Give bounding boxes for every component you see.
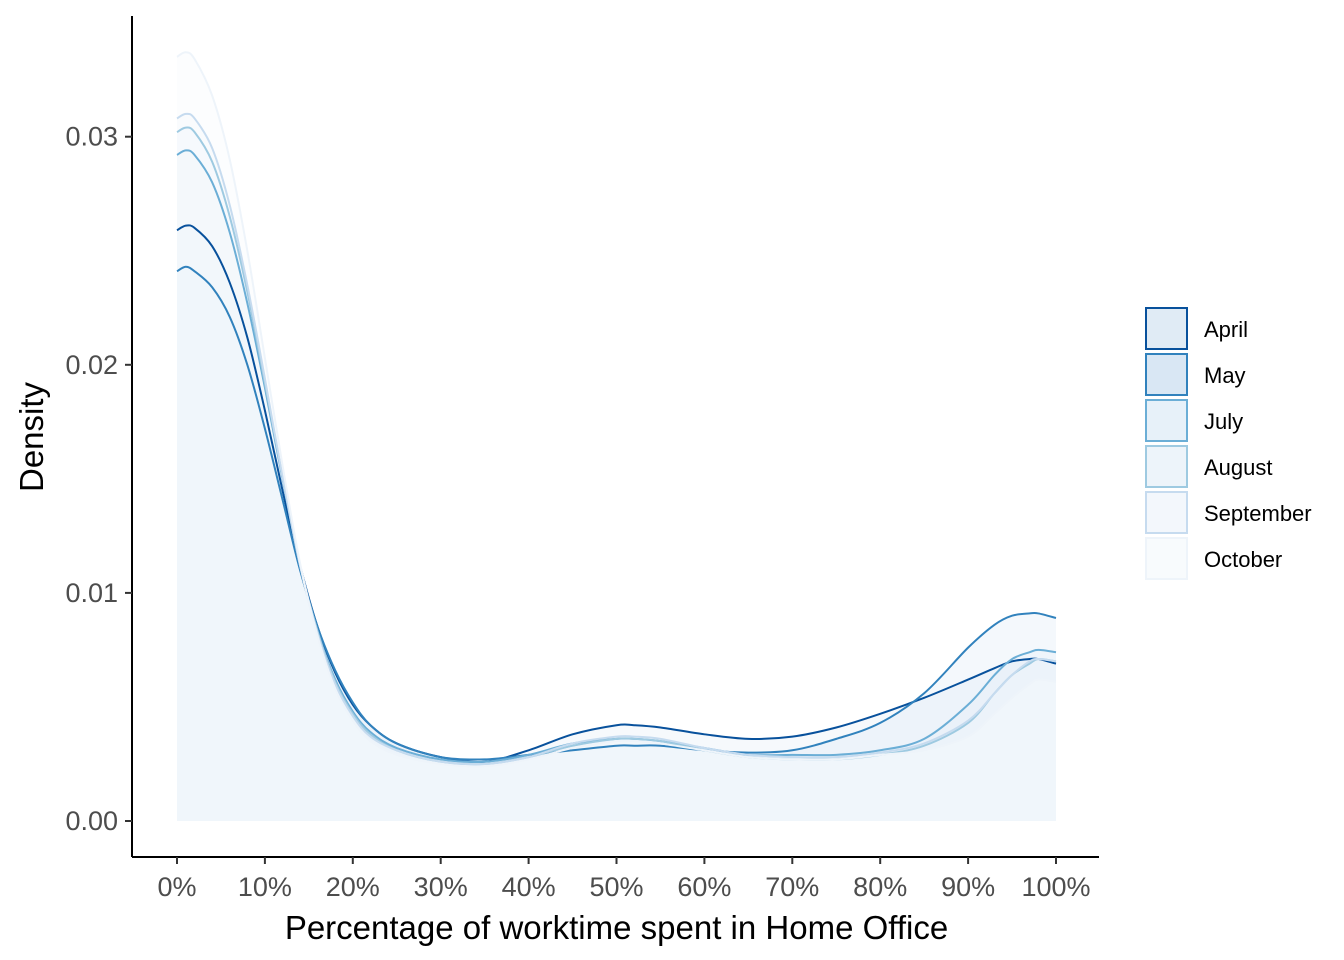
legend-label-april: April [1204,317,1248,342]
legend-label-july: July [1204,409,1243,434]
x-tick-label: 10% [238,872,292,902]
y-tick-label: 0.03 [65,122,118,152]
x-axis-title: Percentage of worktime spent in Home Off… [285,909,948,946]
density-area-may [177,266,1056,822]
x-tick-label: 100% [1021,872,1090,902]
x-tick-label: 0% [157,872,196,902]
density-area-july [177,150,1056,821]
legend-key-august [1145,445,1188,488]
x-tick-label: 40% [502,872,556,902]
y-axis-title: Density [13,381,50,492]
legend-label-may: May [1204,363,1246,388]
legend-key-may [1145,353,1188,396]
density-area-april [177,225,1056,821]
density-area-august [177,127,1056,821]
density-line-october [176,51,1057,768]
density-area-october [177,52,1056,821]
x-axis-ticks: 0% 10% 20% 30% 40% 50% 60% 70% 80% 90% 100% [157,857,1091,902]
density-line-april [176,224,1057,763]
x-tick-label: 90% [941,872,995,902]
y-tick-label: 0.02 [65,350,118,380]
x-tick-label: 30% [414,872,468,902]
density-area-september [177,113,1056,821]
legend-label-october: October [1204,547,1282,572]
x-tick-label: 70% [765,872,819,902]
y-axis-ticks: 0.00 0.01 0.02 0.03 [65,122,132,836]
legend: April May July August September October [1145,307,1312,580]
x-tick-label: 60% [677,872,731,902]
x-tick-label: 50% [589,872,643,902]
legend-key-september [1145,491,1188,534]
density-areas [177,52,1056,822]
legend-key-july [1145,399,1188,442]
legend-label-august: August [1204,455,1273,480]
density-line-september [176,112,1057,766]
y-tick-label: 0.00 [65,806,118,836]
legend-label-september: September [1204,501,1312,526]
density-lines [176,51,1057,768]
y-tick-label: 0.01 [65,578,118,608]
x-tick-label: 20% [326,872,380,902]
x-tick-label: 80% [853,872,907,902]
density-line-july [176,149,1057,763]
legend-key-october [1145,537,1188,580]
legend-key-april [1145,307,1188,350]
